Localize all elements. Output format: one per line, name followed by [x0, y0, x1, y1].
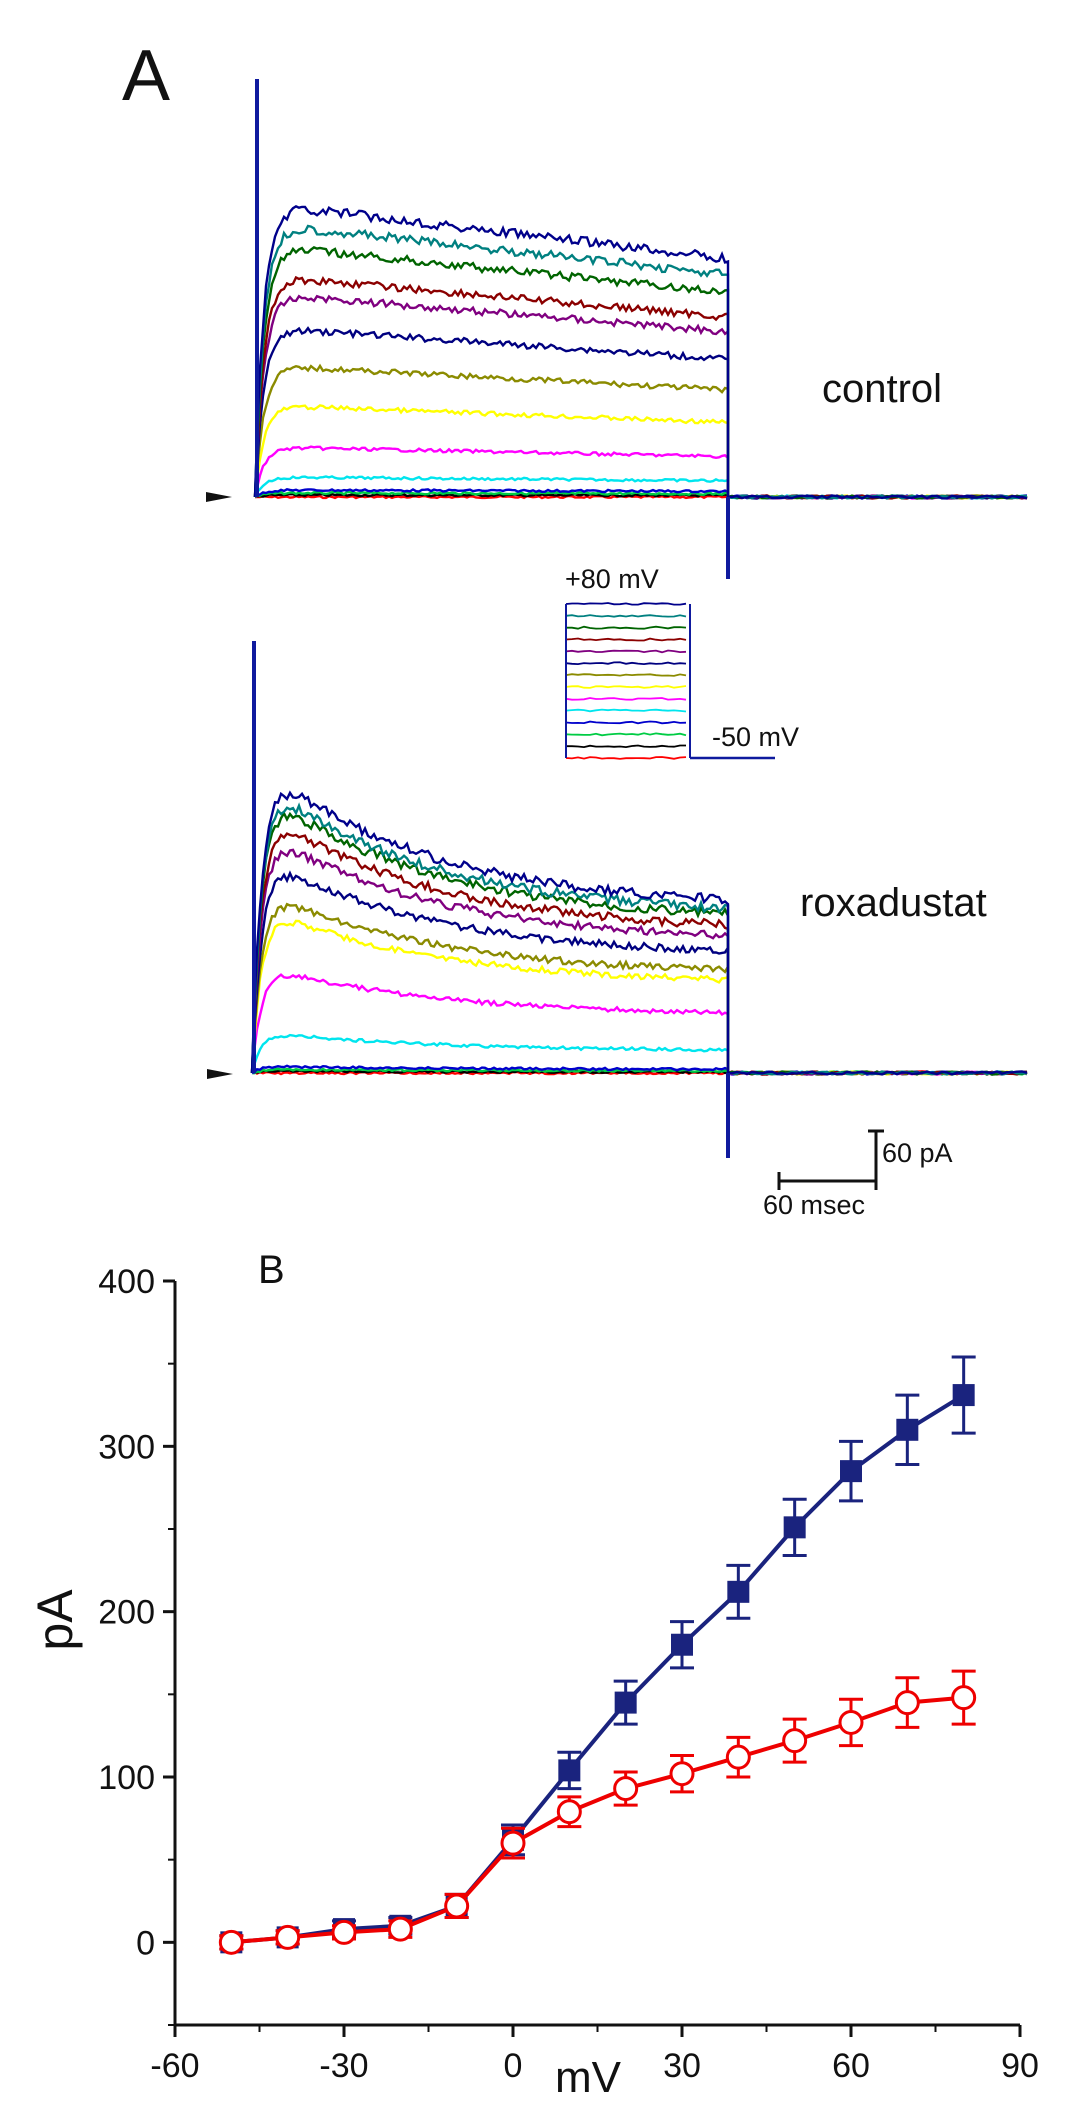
- current-trace: [253, 326, 1028, 500]
- roxadustat-point: [275, 1924, 301, 1950]
- iv-plot-series: [218, 1355, 977, 1955]
- scale-bar-current-label: 60 pA: [882, 1138, 953, 1168]
- protocol-step: [566, 744, 686, 749]
- x-tick-label: -30: [319, 2047, 368, 2085]
- roxadustat-point: [894, 1690, 920, 1716]
- control-point: [840, 1460, 862, 1483]
- control-baseline-arrow: [206, 492, 232, 502]
- protocol-step: [565, 697, 687, 701]
- roxadustat-point: [331, 1919, 357, 1945]
- control-point: [727, 1580, 750, 1603]
- x-tick-label: 60: [832, 2047, 870, 2085]
- protocol-step: [565, 732, 687, 737]
- roxadustat-point: [951, 1685, 977, 1711]
- protocol-step: [565, 720, 687, 725]
- panel-a-label: A: [122, 36, 170, 116]
- protocol-step: [565, 708, 687, 713]
- y-axis-label: pA: [27, 1589, 83, 1651]
- control-label: control: [822, 367, 942, 411]
- y-tick-label: 0: [136, 1924, 155, 1962]
- roxadustat-point: [500, 1830, 526, 1856]
- x-tick-label: 90: [1001, 2047, 1039, 2085]
- roxadustat-point: [725, 1744, 751, 1770]
- control-point: [671, 1633, 693, 1656]
- y-tick-label: 100: [98, 1759, 155, 1797]
- control-point: [558, 1759, 581, 1782]
- protocol-step: [565, 602, 687, 606]
- x-axis-label: mV: [555, 2053, 622, 2102]
- protocol-step: [565, 649, 687, 654]
- protocol-step: [565, 673, 687, 677]
- protocol-step: [565, 685, 687, 689]
- protocol-step: [565, 637, 687, 642]
- roxadustat-point: [387, 1916, 413, 1942]
- series-control: [219, 1355, 976, 1954]
- current-trace: [250, 790, 1028, 1076]
- panel-b-label: B: [258, 1248, 285, 1292]
- series-roxadustat: [218, 1669, 977, 1955]
- current-trace: [250, 802, 1028, 1076]
- scale-bar: [777, 1129, 884, 1190]
- control-traces: [253, 79, 1028, 579]
- protocol-step: [565, 756, 687, 760]
- protocol-step: [566, 625, 687, 630]
- voltage-protocol-inset: [565, 602, 775, 760]
- current-trace: [250, 973, 1028, 1076]
- x-tick-label: 0: [504, 2047, 523, 2085]
- protocol-step: [565, 661, 687, 666]
- roxadustat-baseline-arrow: [207, 1069, 233, 1079]
- y-tick-label: 200: [98, 1594, 155, 1632]
- protocol-bottom-label: -50 mV: [712, 722, 799, 752]
- roxadustat-point: [613, 1776, 639, 1802]
- scale-bar-time-label: 60 msec: [763, 1190, 865, 1220]
- current-trace: [250, 832, 1028, 1076]
- protocol-top-label: +80 mV: [565, 564, 659, 594]
- roxadustat-point: [782, 1728, 808, 1754]
- roxadustat-label: roxadustat: [800, 881, 987, 925]
- y-tick-label: 300: [98, 1428, 155, 1466]
- y-tick-label: 400: [98, 1263, 155, 1301]
- roxadustat-point: [669, 1761, 695, 1787]
- current-trace: [250, 919, 1028, 1076]
- roxadustat-point: [838, 1709, 864, 1735]
- x-tick-label: -60: [150, 2047, 199, 2085]
- control-point: [896, 1418, 919, 1441]
- protocol-step: [565, 614, 687, 618]
- iv-plot-axes: -60 -30 0 30 60 90 0 100 200 300 400: [98, 1263, 1039, 2085]
- control-point: [952, 1384, 975, 1407]
- control-point: [783, 1516, 806, 1539]
- current-trace: [253, 224, 1028, 500]
- roxadustat-point: [556, 1799, 582, 1825]
- roxadustat-traces: [250, 641, 1028, 1158]
- roxadustat-point: [444, 1893, 470, 1919]
- roxadustat-point: [218, 1929, 244, 1955]
- control-point: [614, 1691, 637, 1714]
- x-tick-label: 30: [663, 2047, 701, 2085]
- current-trace: [253, 205, 1028, 500]
